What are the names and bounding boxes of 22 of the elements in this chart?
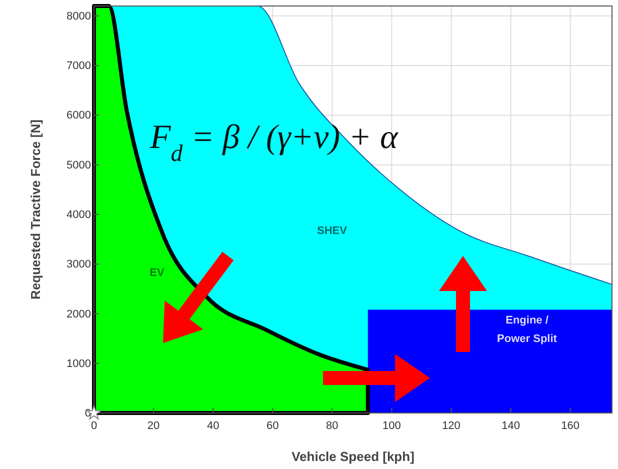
y-tick-label: 3000 <box>66 258 91 271</box>
x-tick-label: 20 <box>147 420 160 432</box>
y-tick-label: 5000 <box>66 159 91 172</box>
x-tick-label: 120 <box>442 420 460 432</box>
y-tick-label: 7000 <box>66 60 91 72</box>
x-tick-label: 160 <box>561 420 580 432</box>
x-axis-title: Vehicle Speed [kph] <box>292 449 414 464</box>
x-tick-label: 40 <box>206 420 220 432</box>
annotation: EV <box>150 266 165 279</box>
y-axis-title: Requested Tractive Force [N] <box>28 120 43 300</box>
annotation: Engine / Power Split <box>497 314 558 346</box>
y-tick-label: 8000 <box>66 10 91 22</box>
x-tick-label: 100 <box>382 420 401 432</box>
y-tick-label: 1000 <box>66 358 91 370</box>
annotation: F$_{d}$ = β / (γ+v) + α <box>149 119 400 167</box>
y-tick-label: 6000 <box>66 110 91 122</box>
x-tick-label: 140 <box>502 420 520 432</box>
x-tick-label: 80 <box>326 420 338 432</box>
x-tick-label: 60 <box>266 420 279 432</box>
y-tick-label: 4000 <box>66 208 91 221</box>
annotation: SHEV <box>317 224 348 237</box>
y-tick-label: 2000 <box>66 308 91 320</box>
